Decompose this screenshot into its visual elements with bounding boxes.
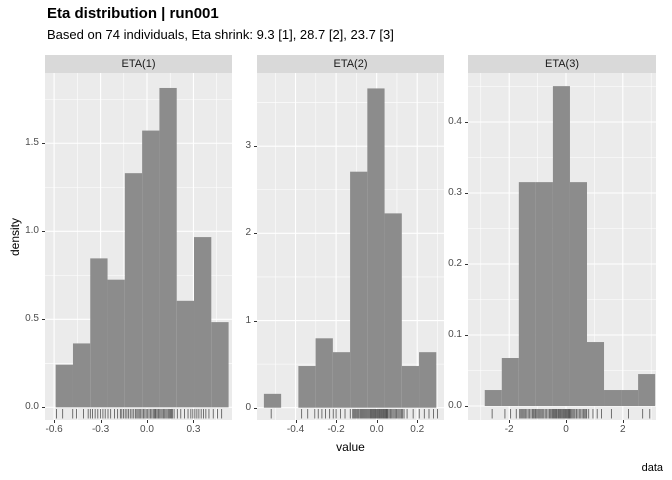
histogram-bar — [90, 258, 108, 408]
facet-strip-label-eta3: ETA(3) — [544, 58, 580, 70]
plot-subtitle: Based on 74 individuals, Eta shrink: 9.3… — [47, 27, 394, 42]
x-tick-mark — [54, 420, 56, 423]
histogram-bar — [176, 300, 195, 408]
x-tick-label: -0.6 — [45, 424, 63, 435]
x-axis-title: value — [336, 440, 365, 454]
y-tick-label: 0 — [245, 401, 251, 413]
plot-title: Eta distribution | run001 — [47, 5, 219, 22]
facet-strip-eta3: ETA(3) — [468, 55, 656, 73]
histogram-bar — [315, 338, 333, 408]
x-tick-label: 0.2 — [410, 424, 425, 435]
x-tick-mark — [336, 420, 338, 423]
histogram-bar — [211, 322, 229, 408]
y-tick-mark — [42, 319, 45, 321]
histogram-bar — [604, 390, 622, 407]
y-tick-label: 3 — [245, 140, 251, 152]
histogram-bar — [535, 182, 553, 407]
y-tick-label: 0.0 — [25, 401, 39, 413]
facet-strip-label-eta1: ETA(1) — [121, 58, 156, 70]
y-tick-mark — [465, 192, 468, 194]
histogram-bar — [350, 171, 368, 408]
histogram-bar — [384, 213, 402, 408]
x-tick-label: 0.0 — [140, 424, 154, 435]
x-tick-mark — [565, 420, 567, 423]
x-tick-mark — [100, 420, 102, 423]
histogram-bar — [263, 393, 282, 408]
x-tick-mark — [622, 420, 624, 423]
y-tick-label: 0.4 — [448, 115, 462, 127]
y-tick-label: 0.2 — [448, 258, 462, 269]
y-tick-mark — [254, 233, 257, 235]
histogram-bar — [552, 86, 570, 407]
facet-strip-label-eta2: ETA(2) — [333, 58, 368, 70]
y-tick-label: 1.0 — [25, 225, 39, 237]
y-tick-label: 1 — [245, 314, 251, 326]
y-tick-label: 2 — [245, 227, 251, 239]
y-tick-mark — [42, 143, 45, 145]
facet-panel-eta2 — [257, 73, 444, 420]
histogram-bar — [159, 87, 177, 408]
y-tick-mark — [254, 407, 257, 409]
histogram-bar — [194, 237, 212, 408]
histogram-bar — [72, 343, 91, 408]
histogram-bar — [518, 182, 536, 407]
y-tick-mark — [42, 407, 45, 409]
histogram-bar — [124, 173, 143, 408]
histogram-bar — [586, 342, 605, 407]
histogram-bar — [142, 130, 160, 408]
y-tick-mark — [465, 406, 468, 407]
x-tick-mark — [147, 420, 148, 423]
histogram-bar — [401, 366, 420, 408]
x-tick-mark — [509, 420, 511, 423]
histogram-bar — [367, 88, 385, 408]
histogram-bar — [298, 366, 316, 408]
x-tick-label: -2 — [504, 424, 514, 435]
x-tick-label: -0.2 — [327, 424, 345, 435]
y-tick-label: 0.0 — [448, 400, 462, 411]
y-tick-mark — [254, 320, 257, 322]
y-tick-mark — [42, 231, 45, 233]
facet-strip-eta1: ETA(1) — [45, 55, 232, 73]
y-tick-mark — [465, 335, 468, 336]
x-tick-label: 0.3 — [186, 424, 201, 435]
histogram-bar — [638, 374, 656, 407]
histogram-bar — [621, 390, 639, 407]
histogram-bar — [55, 364, 73, 408]
x-tick-label: -0.3 — [91, 424, 110, 435]
histogram-bar — [332, 352, 351, 408]
histogram-bar — [484, 390, 502, 407]
x-tick-label: 0.0 — [369, 424, 384, 435]
y-tick-label: 0.5 — [25, 313, 39, 325]
facet-panel-eta3 — [468, 73, 656, 420]
plot-caption: data — [641, 462, 663, 474]
facet-strip-eta2: ETA(2) — [257, 55, 444, 73]
y-tick-mark — [254, 146, 257, 148]
y-tick-label: 1.5 — [25, 137, 39, 149]
y-tick-label: 0.1 — [448, 329, 462, 340]
x-tick-mark — [295, 420, 297, 423]
histogram-bar — [501, 358, 519, 407]
x-tick-mark — [417, 420, 419, 423]
x-tick-mark — [376, 420, 378, 423]
x-tick-label: 2 — [619, 424, 626, 435]
histogram-bar — [419, 352, 437, 408]
histogram-bar — [107, 279, 125, 408]
y-tick-mark — [465, 264, 468, 265]
x-tick-mark — [193, 420, 195, 423]
y-axis-title: density — [8, 217, 22, 257]
y-tick-mark — [465, 121, 468, 123]
histogram-bar — [569, 182, 587, 407]
x-tick-label: -0.4 — [286, 424, 305, 435]
x-tick-label: 0 — [563, 424, 569, 435]
y-tick-label: 0.3 — [448, 186, 462, 198]
facet-panel-eta1 — [45, 73, 232, 420]
